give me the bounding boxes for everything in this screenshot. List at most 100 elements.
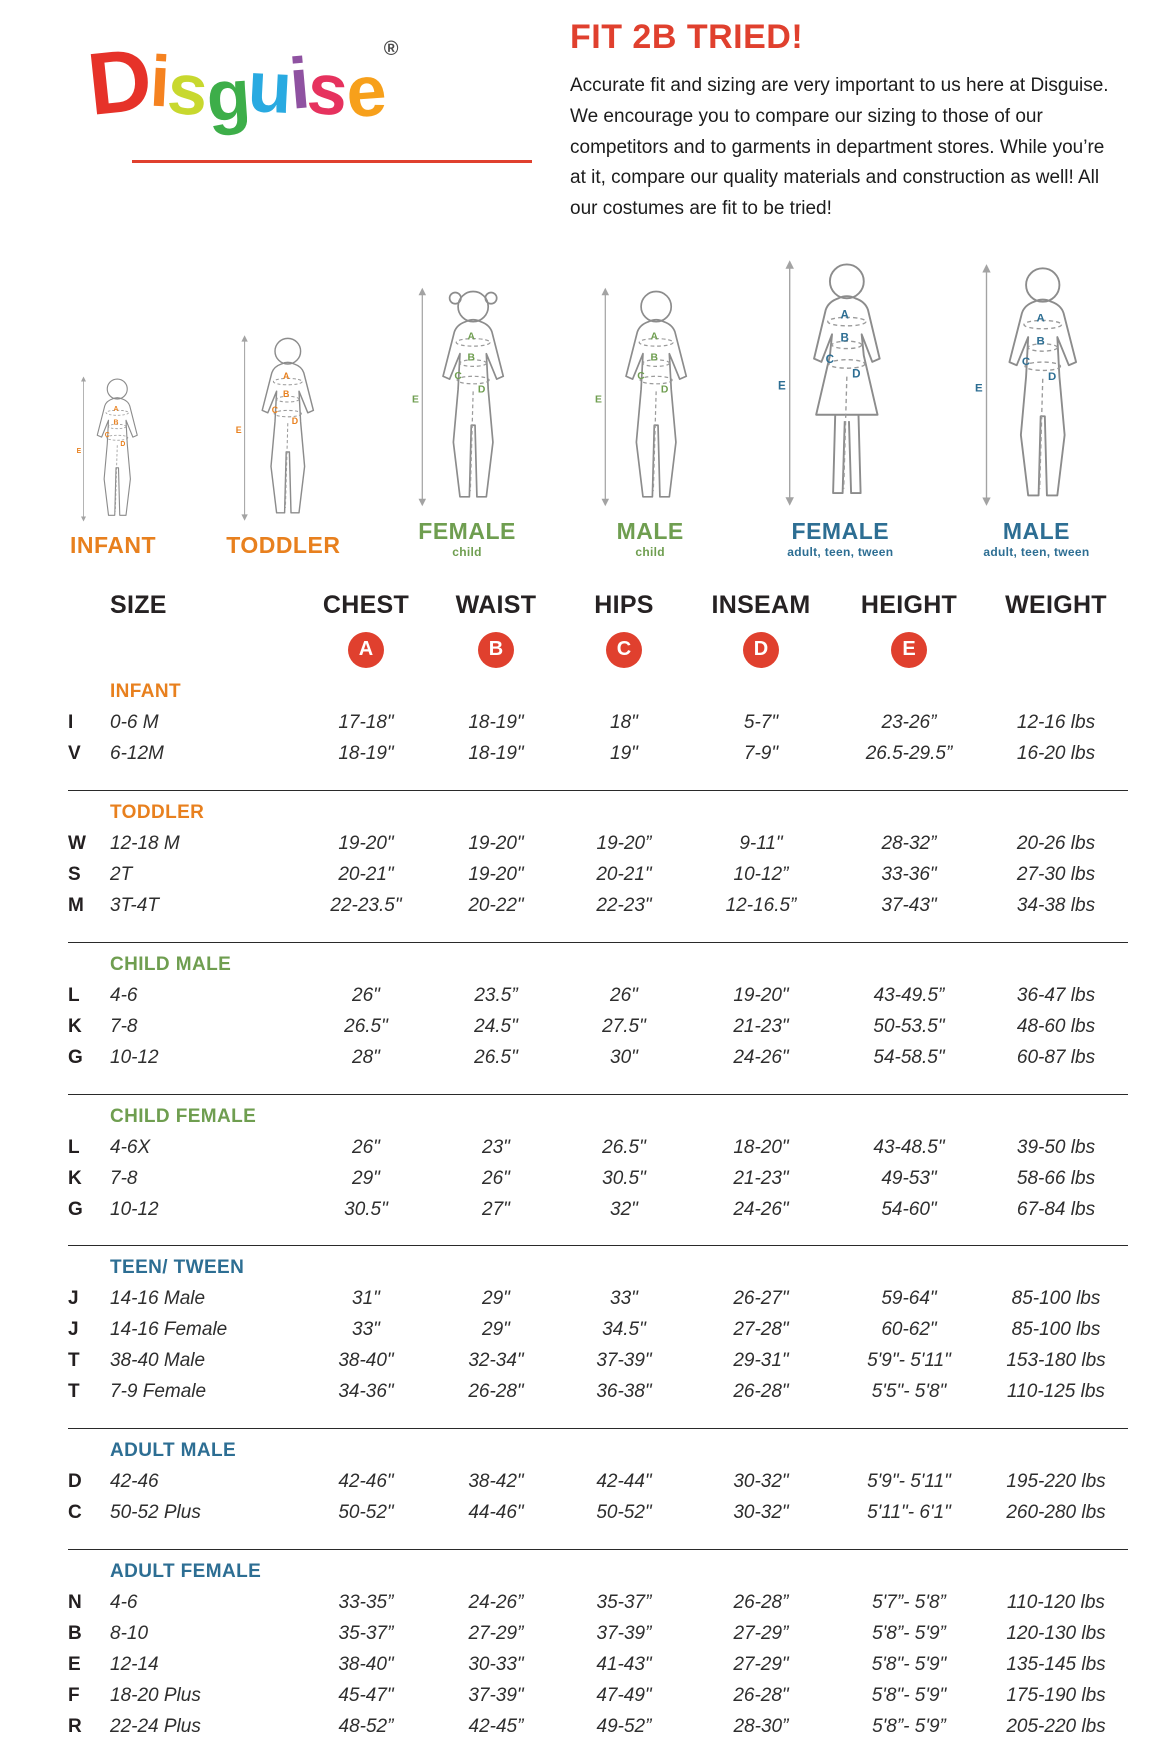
row-value: 26.5-29.5” bbox=[865, 742, 953, 764]
row-value: 67-84 lbs bbox=[1016, 1198, 1096, 1220]
row-value: 30.5" bbox=[602, 1167, 646, 1189]
svg-text:E: E bbox=[76, 448, 81, 455]
table-row: E 12-14 38-40" 30-33" 41-43" 27-29" 5'8"- 5'9"… bbox=[68, 1650, 1128, 1681]
row-value: 20-26 lbs bbox=[1016, 832, 1096, 854]
row-value: 5'8"- 5'9" bbox=[871, 1685, 947, 1707]
row-code: V bbox=[68, 742, 81, 764]
svg-text:E: E bbox=[236, 425, 242, 435]
table-row: G 10-12 30.5" 27" 32" 24-26" 54-60" 67-84 lbs bbox=[68, 1195, 1128, 1226]
row-value: 7-9" bbox=[743, 742, 779, 764]
row-value: 28-30” bbox=[733, 1716, 789, 1738]
logo-letter: u bbox=[245, 46, 292, 130]
row-value: 30.5" bbox=[344, 1198, 388, 1220]
intro-block: FIT 2B TRIED! Accurate fit and sizing ar… bbox=[540, 18, 1129, 225]
row-value: 58-66 lbs bbox=[1016, 1167, 1096, 1189]
section-heading: TEEN/ TWEEN bbox=[110, 1257, 245, 1279]
figure-toddler: E A B C D TODDLER bbox=[226, 332, 340, 559]
row-code: N bbox=[68, 1592, 82, 1614]
section-heading-row: CHILD MALE bbox=[68, 952, 1128, 978]
row-value: 38-40" bbox=[338, 1654, 394, 1676]
svg-text:E: E bbox=[778, 379, 786, 392]
row-value: 27.5" bbox=[602, 1015, 646, 1037]
row-value: 85-100 lbs bbox=[1011, 1288, 1101, 1310]
row-value: 27-30 lbs bbox=[1016, 863, 1096, 885]
row-value: 37-43" bbox=[881, 894, 937, 916]
row-value: 5'8”- 5'9” bbox=[872, 1623, 946, 1645]
row-value: 30-33" bbox=[468, 1654, 524, 1676]
row-code: G bbox=[68, 1046, 83, 1068]
row-size: 4-6X bbox=[110, 1136, 151, 1158]
logo-letter: s bbox=[303, 48, 350, 132]
svg-text:C: C bbox=[1022, 356, 1030, 368]
svg-text:A: A bbox=[113, 406, 118, 413]
row-value: 38-40" bbox=[338, 1350, 394, 1372]
row-size: 10-12 bbox=[110, 1198, 159, 1220]
figure-sublabel: adult, teen, tween bbox=[787, 544, 894, 559]
row-code: T bbox=[68, 1381, 80, 1403]
table-section-teen-tween: TEEN/ TWEEN J 14-16 Male 31" 29" 33" 26-27" 59-… bbox=[68, 1245, 1128, 1418]
row-value: 19-20” bbox=[596, 832, 652, 854]
row-size: 14-16 Female bbox=[110, 1319, 228, 1341]
row-value: 32-34" bbox=[468, 1350, 524, 1372]
row-value: 5'9"- 5'11" bbox=[867, 1471, 951, 1493]
svg-text:E: E bbox=[975, 382, 983, 394]
row-value: 10-12” bbox=[733, 863, 789, 885]
section-heading: ADULT FEMALE bbox=[110, 1561, 262, 1583]
svg-text:B: B bbox=[650, 352, 657, 363]
row-value: 33" bbox=[352, 1319, 380, 1341]
svg-text:A: A bbox=[840, 308, 849, 321]
row-value: 27-29” bbox=[733, 1623, 789, 1645]
row-value: 49-52” bbox=[596, 1716, 652, 1738]
size-table: SIZE CHEST WAIST HIPS INSEAM HEIGHT WEIG… bbox=[68, 589, 1128, 1763]
row-value: 110-120 lbs bbox=[1007, 1592, 1105, 1614]
svg-text:B: B bbox=[467, 352, 474, 363]
table-header-row: SIZE CHEST WAIST HIPS INSEAM HEIGHT WEIG… bbox=[68, 589, 1128, 622]
table-row: L 4-6X 26" 23" 26.5" 18-20" 43-48.5" 39-50 lbs bbox=[68, 1133, 1128, 1164]
row-value: 18-20" bbox=[733, 1136, 789, 1158]
disguise-logo: Disguise® bbox=[70, 29, 540, 137]
row-value: 175-190 lbs bbox=[1006, 1685, 1106, 1707]
svg-text:D: D bbox=[120, 441, 125, 448]
row-value: 12-16 lbs bbox=[1016, 711, 1096, 733]
row-code: E bbox=[68, 1654, 81, 1676]
logo-letter: s bbox=[163, 48, 209, 132]
size-table-sections: INFANT I 0-6 M 17-18" 18-19" 18" 5-7" 23-26” 12-… bbox=[68, 670, 1128, 1753]
marker-b-badge: B bbox=[478, 631, 514, 668]
row-size: 50-52 Plus bbox=[110, 1502, 201, 1524]
marker-row: A B C D E bbox=[68, 630, 1128, 670]
svg-text:D: D bbox=[477, 384, 485, 395]
table-row: S 2T 20-21" 19-20" 20-21" 10-12” 33-36" 27-30 l… bbox=[68, 860, 1128, 891]
marker-c-badge: C bbox=[606, 631, 642, 668]
row-code: L bbox=[68, 984, 80, 1006]
figure-label: TODDLER bbox=[226, 531, 341, 558]
row-code: S bbox=[68, 863, 81, 885]
row-value: 35-37” bbox=[596, 1592, 652, 1614]
row-value: 37-39” bbox=[596, 1623, 652, 1645]
row-size: 6-12M bbox=[110, 742, 164, 764]
row-value: 33-35” bbox=[338, 1592, 394, 1614]
row-value: 54-60" bbox=[881, 1198, 937, 1220]
table-row: K 7-8 26.5" 24.5" 27.5" 21-23" 50-53.5" 48-60 l… bbox=[68, 1012, 1128, 1043]
row-code: M bbox=[68, 894, 84, 916]
row-value: 27-28" bbox=[733, 1319, 789, 1341]
row-value: 33" bbox=[610, 1288, 638, 1310]
svg-text:B: B bbox=[283, 389, 289, 399]
row-value: 26-28" bbox=[468, 1381, 524, 1403]
table-row: F 18-20 Plus 45-47" 37-39" 47-49" 26-28" 5'8"-… bbox=[68, 1681, 1128, 1712]
table-row: W 12-18 M 19-20" 19-20" 19-20” 9-11" 28-32” 20-… bbox=[68, 829, 1128, 860]
row-value: 23-26” bbox=[881, 711, 937, 733]
row-value: 34-38 lbs bbox=[1016, 894, 1096, 916]
row-size: 7-8 bbox=[110, 1167, 138, 1189]
row-value: 17-18" bbox=[338, 711, 394, 733]
header-weight: WEIGHT bbox=[1005, 590, 1107, 619]
row-value: 45-47" bbox=[338, 1685, 394, 1707]
section-heading-row: CHILD FEMALE bbox=[68, 1104, 1128, 1130]
row-value: 36-47 lbs bbox=[1016, 984, 1096, 1006]
row-value: 19-20" bbox=[468, 832, 524, 854]
row-value: 26" bbox=[352, 1136, 380, 1158]
row-value: 26" bbox=[482, 1167, 510, 1189]
page-header: Disguise® FIT 2B TRIED! Accurate fit and… bbox=[0, 0, 1159, 225]
row-value: 18" bbox=[610, 711, 638, 733]
row-value: 21-23" bbox=[733, 1015, 789, 1037]
